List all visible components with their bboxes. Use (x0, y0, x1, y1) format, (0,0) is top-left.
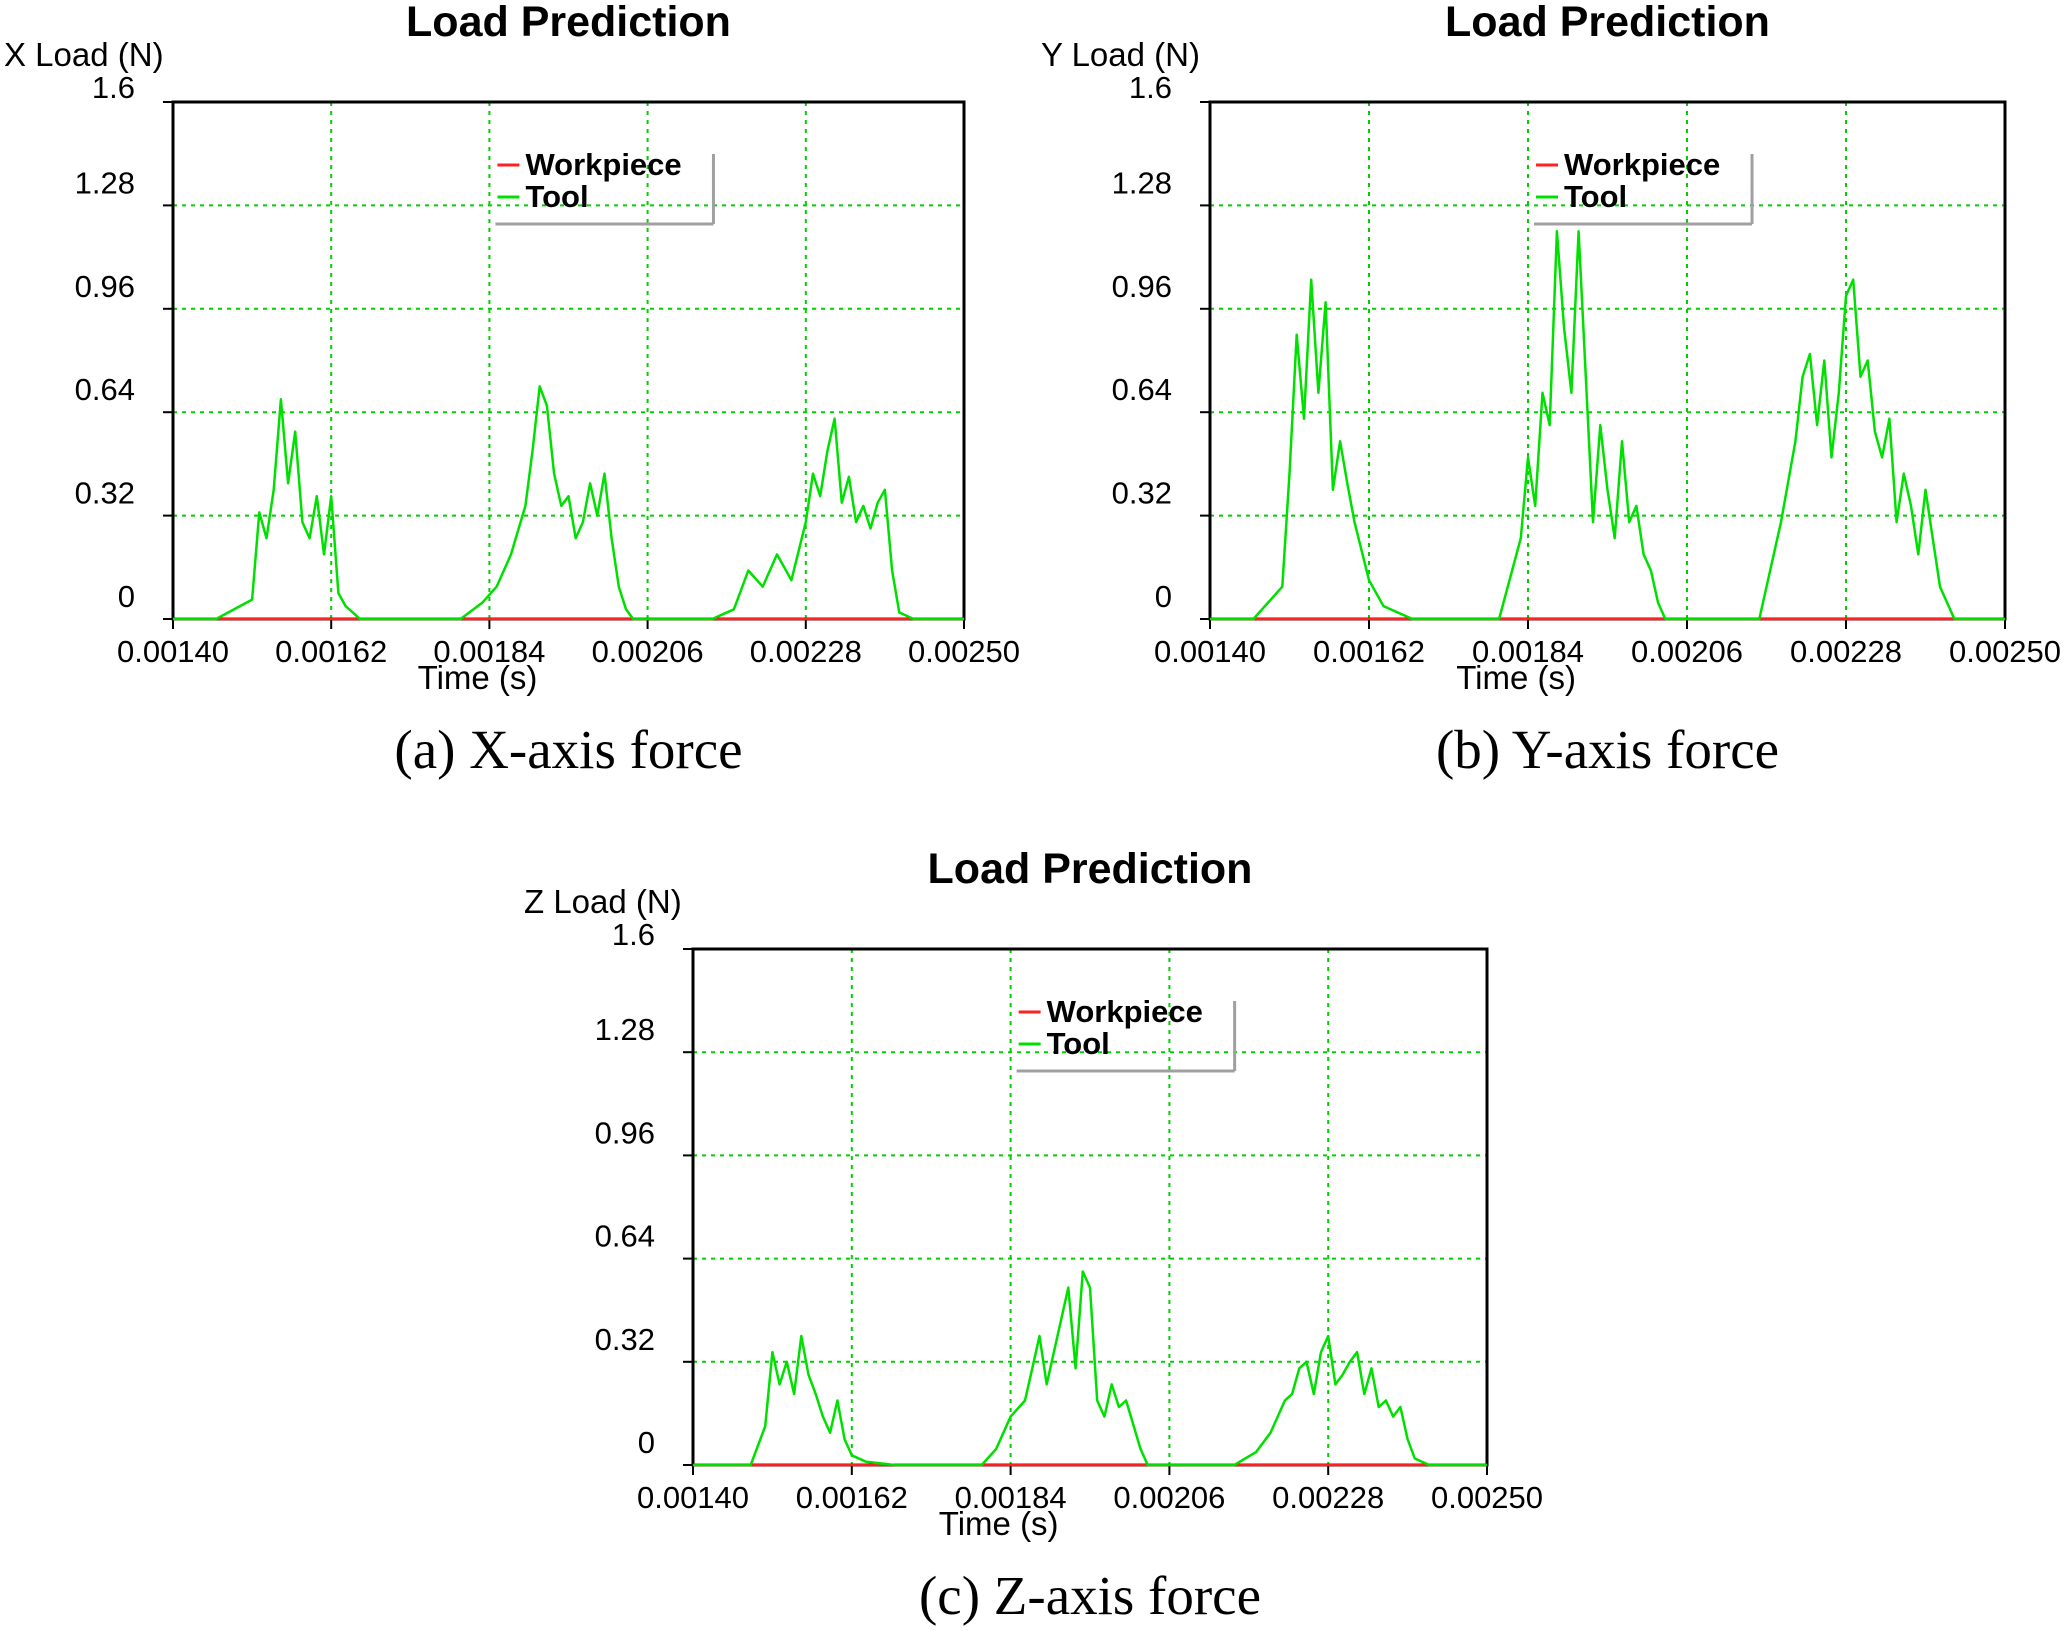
series-line-tool (693, 1270, 1487, 1467)
x-tick-label: 0.00162 (1313, 634, 1425, 669)
x-tick-label: 0.00140 (637, 1480, 749, 1515)
y-axis-label: Z Load (N) (524, 883, 682, 920)
y-tick-label: 0.32 (1112, 476, 1172, 511)
x-tick-label: 0.00184 (1472, 634, 1584, 669)
x-tick-label: 0.00228 (750, 634, 862, 669)
chart-title: Load Prediction (1445, 0, 1770, 46)
series-line-tool (1210, 230, 2005, 621)
y-axis-label: X Load (N) (4, 36, 164, 73)
x-axis-label: Time (s) (1456, 659, 1576, 696)
x-tick-label: 0.00206 (592, 634, 704, 669)
x-tick-label: 0.00140 (1154, 634, 1266, 669)
series-line-tool (173, 385, 964, 621)
panel-caption: (c) Z-axis force (919, 1565, 1261, 1626)
x-tick-label: 0.00250 (908, 634, 1020, 669)
x-axis-label: Time (s) (418, 659, 538, 696)
y-tick-label: 0.96 (1112, 269, 1172, 304)
chart-title: Load Prediction (928, 845, 1253, 893)
y-tick-label: 0.96 (595, 1115, 655, 1150)
panel-caption: (b) Y-axis force (1436, 719, 1779, 780)
y-tick-label: 0.64 (75, 372, 135, 407)
x-tick-label: 0.00228 (1790, 634, 1902, 669)
y-tick-label: 0 (1155, 579, 1172, 614)
chart-panel-z-load: Load Prediction Z Load (N) 0.00140 0.00162 0… (524, 845, 1543, 1626)
chart-title: Load Prediction (406, 0, 731, 46)
chart-panel-x-load: Load Prediction X Load (N) 0.00140 0.00162 0… (4, 0, 1020, 780)
legend-entry: Workpiece (1564, 147, 1720, 182)
x-tick-label: 0.00228 (1272, 1480, 1384, 1515)
x-tick-label: 0.00184 (955, 1480, 1067, 1515)
y-tick-label: 0.32 (75, 476, 135, 511)
legend-entry: Tool (1564, 179, 1627, 214)
y-tick-label: 1.28 (1112, 165, 1172, 200)
panel-caption: (a) X-axis force (394, 719, 742, 780)
x-axis-label: Time (s) (939, 1505, 1059, 1542)
x-tick-label: 0.00250 (1431, 1480, 1543, 1515)
x-tick-label: 0.00162 (275, 634, 387, 669)
legend-entry: Tool (525, 179, 588, 214)
y-tick-label: 0.64 (1112, 372, 1172, 407)
y-axis-label: Y Load (N) (1041, 36, 1200, 73)
y-tick-label: 1.28 (595, 1012, 655, 1047)
y-tick-label: 0.32 (595, 1322, 655, 1357)
chart-panel-y-load: Load Prediction Y Load (N) 0.00140 0.00162 0… (1041, 0, 2061, 780)
legend-entry: Workpiece (1047, 994, 1203, 1029)
legend-entry: Workpiece (525, 147, 681, 182)
y-tick-label: 0 (638, 1425, 655, 1460)
x-tick-label: 0.00140 (117, 634, 229, 669)
x-tick-label: 0.00184 (433, 634, 545, 669)
y-tick-label: 1.28 (75, 165, 135, 200)
legend-entry: Tool (1047, 1026, 1110, 1061)
y-tick-label: 0.64 (595, 1219, 655, 1254)
x-tick-label: 0.00250 (1949, 634, 2061, 669)
y-tick-label: 0 (118, 579, 135, 614)
x-tick-label: 0.00206 (1113, 1480, 1225, 1515)
x-tick-label: 0.00206 (1631, 634, 1743, 669)
y-tick-label: 0.96 (75, 269, 135, 304)
y-tick-label: 1.6 (92, 70, 135, 105)
y-tick-label: 1.6 (1129, 70, 1172, 105)
y-tick-label: 1.6 (612, 917, 655, 952)
x-tick-label: 0.00162 (796, 1480, 908, 1515)
